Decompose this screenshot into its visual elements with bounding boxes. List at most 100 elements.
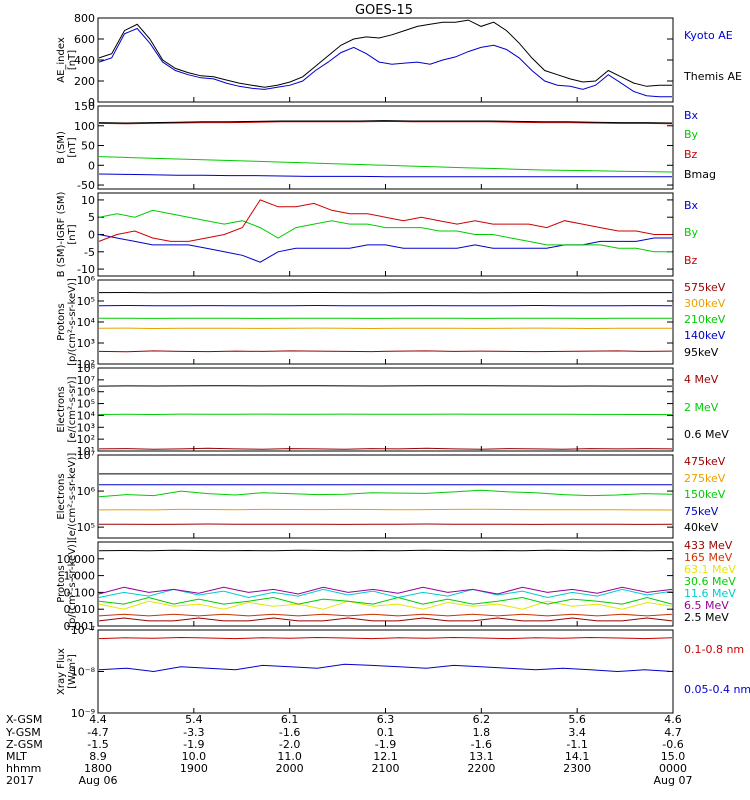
x-row-label: hhmm: [6, 762, 41, 775]
legend-by: By: [684, 128, 699, 141]
x-tick-label: -2.0: [279, 738, 300, 751]
legend-95kev: 95keV: [684, 346, 719, 359]
series-line-bmag: [98, 120, 673, 124]
legend-by: By: [684, 226, 699, 239]
y-axis-label: [nT]: [67, 137, 78, 157]
legend-140kev: 140keV: [684, 329, 726, 342]
y-tick-label: 100: [74, 120, 95, 133]
series-line-433-mev: [98, 617, 673, 622]
legend-433-mev: 433 MeV: [684, 539, 733, 552]
legend-bz: Bz: [684, 148, 698, 161]
x-tick-label: -0.6: [662, 738, 683, 751]
y-axis-label: Electrons: [56, 473, 67, 519]
legend-275kev: 275keV: [684, 472, 726, 485]
y-axis-label: [nT]: [67, 224, 78, 244]
y-tick-label: 150: [74, 100, 95, 113]
y-tick-label: 10³: [77, 421, 95, 434]
y-tick-label: -50: [77, 179, 95, 192]
y-tick-label: 10⁶: [77, 386, 96, 399]
legend-0-1-0-8-nm: 0.1-0.8 nm: [684, 643, 744, 656]
panel-3: -10 -5 0 5 10 B (SM)-IGRF (SM) [nT] Bx By Bz: [56, 192, 699, 278]
x-tick-label: -1.6: [471, 738, 492, 751]
series-line-by: [98, 209, 672, 253]
y-tick-label: 600: [74, 33, 95, 46]
y-tick-label: 10¹: [77, 445, 95, 458]
series-line-2-5-mev: [98, 549, 673, 552]
y-axis-label: B (SM)-IGRF (SM): [56, 192, 67, 278]
series-line-bx: [98, 234, 672, 263]
x-tick-label: 5.4: [185, 713, 203, 726]
y-axis-label: [e/(cm²-s-sr-keV)]: [67, 453, 78, 541]
series-line-150kev: [98, 489, 673, 498]
x-tick-label: -1.9: [375, 738, 396, 751]
x-tick-label: 4.6: [664, 713, 682, 726]
series-line-30-6-mev: [98, 596, 673, 605]
x-tick-label: 2100: [372, 762, 400, 775]
panel-frame: [97, 17, 674, 103]
y-axis-label: [p/(cm²-s-sr-keV)]: [67, 278, 78, 366]
panel-2: -50 0 50 100 150 B (SM) [nT] Bx By Bz Bmag: [56, 100, 716, 192]
panel-frame: [97, 629, 674, 714]
x-tick-label: 8.9: [89, 750, 107, 763]
legend-11-6-mev: 11.6 MeV: [684, 587, 736, 600]
x-tick-label: 3.4: [568, 726, 586, 739]
y-tick-label: 10⁴: [77, 409, 96, 422]
y-axis-label: [nT]: [67, 50, 78, 70]
legend-bx: Bx: [684, 199, 699, 212]
x-tick-label: 15.0: [661, 750, 686, 763]
x-tick-label: 0000: [659, 762, 687, 775]
x-row-label: MLT: [6, 750, 27, 763]
y-tick-label: 10⁻⁷: [71, 624, 95, 637]
x-tick-label: 2000: [276, 762, 304, 775]
legend-165-mev: 165 MeV: [684, 551, 733, 564]
y-tick-label: 10⁻⁹: [71, 707, 95, 720]
legend-6-5-mev: 6.5 MeV: [684, 599, 729, 612]
legend-475kev: 475keV: [684, 455, 726, 468]
series-line-by: [98, 156, 673, 173]
x-tick-label: -1.1: [566, 738, 587, 751]
x-tick-label: -3.3: [183, 726, 204, 739]
x-tick-label: -1.9: [183, 738, 204, 751]
panel-frame: [97, 367, 674, 452]
legend-2-mev: 2 MeV: [684, 401, 719, 414]
y-tick-label: 10⁵: [77, 521, 95, 534]
x-tick-label: 1.8: [473, 726, 491, 739]
y-tick-label: 10: [81, 194, 95, 207]
series-line-165-mev: [98, 613, 673, 617]
x-tick-label: -1.5: [87, 738, 108, 751]
legend-bx: Bx: [684, 109, 699, 122]
y-axis-label: [W/m²]: [67, 654, 78, 689]
y-tick-label: 10⁶: [77, 274, 96, 287]
y-tick-label: 10.000: [57, 553, 96, 566]
x-row-label: Z-GSM: [6, 738, 43, 751]
series-line-63-1-mev: [98, 600, 673, 610]
legend-63-1-mev: 63.1 MeV: [684, 563, 736, 576]
x-tick-label: 5.6: [568, 713, 586, 726]
series-line-275kev: [98, 508, 673, 511]
panel-8: 10⁻⁹ 10⁻⁸ 10⁻⁷ Xray Flux [W/m²] 0.1-0.8 nm 0.0…: [56, 624, 750, 720]
y-tick-label: 10³: [77, 337, 95, 350]
legend-2-5-mev: 2.5 MeV: [684, 611, 729, 624]
y-axis-label: Protons: [56, 565, 67, 602]
y-tick-label: 1.000: [64, 570, 96, 583]
series-line-0-05-0-4-nm: [98, 663, 673, 673]
x-tick-label: 2300: [563, 762, 591, 775]
series-line-2-mev: [98, 413, 673, 416]
legend-0-05-0-4-nm: 0.05-0.4 nm: [684, 683, 750, 696]
series-line-6-5-mev: [98, 586, 673, 595]
x-tick-label: 4.7: [664, 726, 682, 739]
x-tick-label: 6.2: [473, 713, 491, 726]
x-tick-label: 6.1: [281, 713, 299, 726]
panel-frame: [97, 192, 674, 277]
panel-frame: [97, 454, 674, 539]
panel-4: 10² 10³ 10⁴ 10⁵ 10⁶ Protons [p/(cm²-s-sr-keV)]…: [56, 274, 726, 371]
y-tick-label: -10: [77, 263, 95, 276]
x-tick-label: 11.0: [277, 750, 302, 763]
series-line-themis-ae: [98, 19, 672, 88]
x-tick-label: -1.6: [279, 726, 300, 739]
series-line-bz: [98, 199, 672, 242]
x-tick-label: -4.7: [87, 726, 108, 739]
y-tick-label: 10⁵: [77, 295, 95, 308]
y-tick-label: 0.010: [64, 603, 96, 616]
